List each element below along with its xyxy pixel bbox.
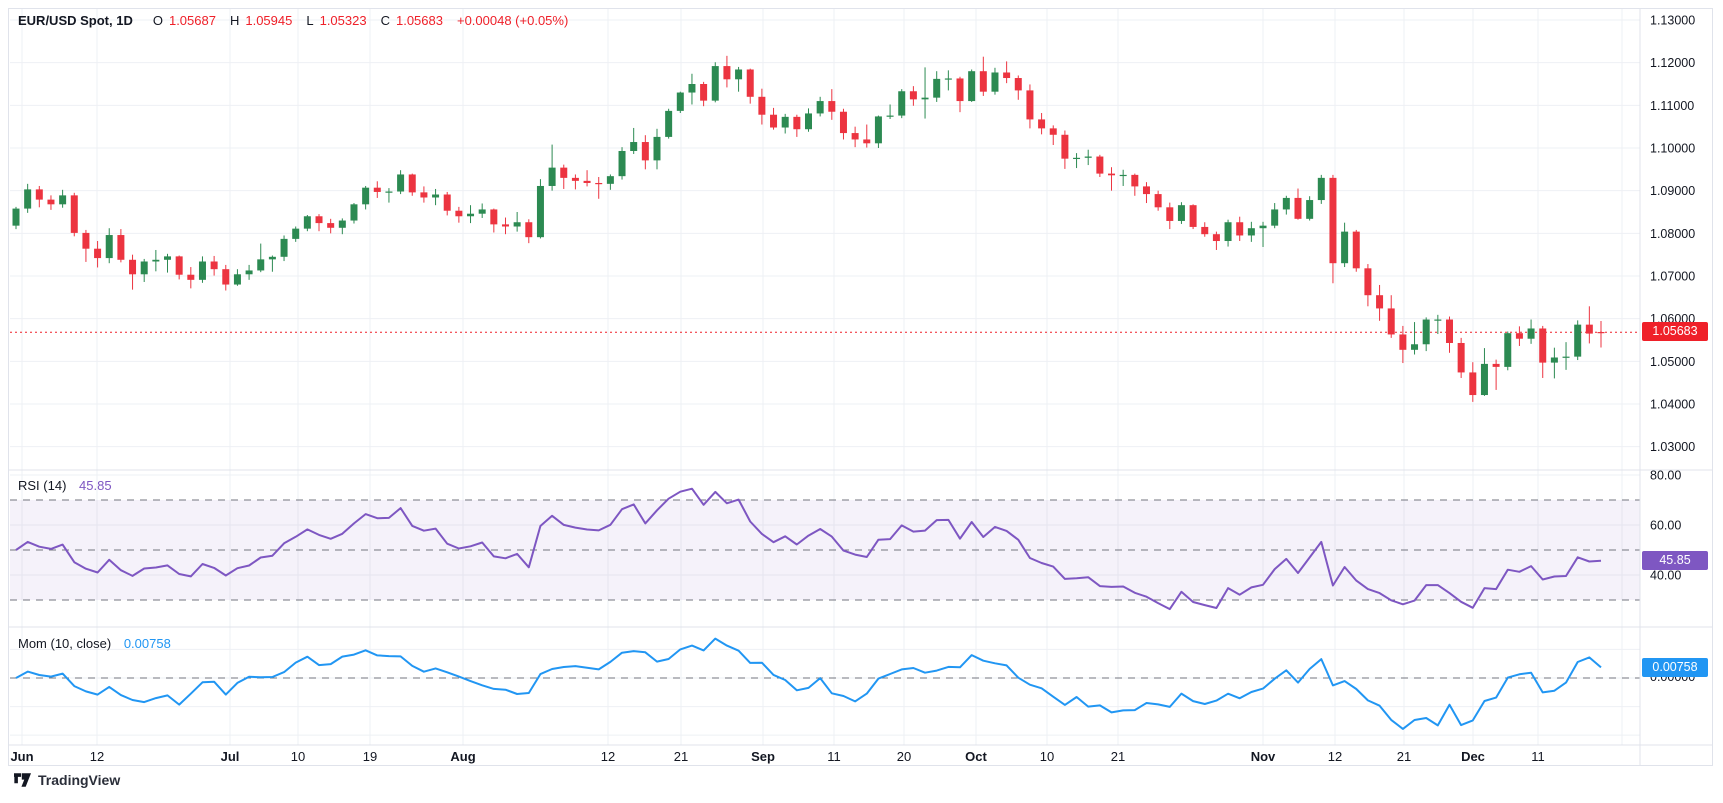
svg-text:20: 20 xyxy=(897,749,911,764)
svg-text:12: 12 xyxy=(601,749,615,764)
close-value: 1.05683 xyxy=(395,13,443,28)
svg-text:1.05000: 1.05000 xyxy=(1650,355,1695,369)
svg-text:1.04000: 1.04000 xyxy=(1650,398,1695,412)
svg-text:1.12000: 1.12000 xyxy=(1650,56,1695,70)
attribution-brand-text[interactable]: TradingView xyxy=(38,772,121,788)
svg-text:1.08000: 1.08000 xyxy=(1650,227,1695,241)
svg-text:Dec: Dec xyxy=(1461,749,1485,764)
rsi-pane-title: RSI (14) 45.85 xyxy=(18,478,112,493)
svg-text:1.11000: 1.11000 xyxy=(1650,99,1694,113)
svg-text:11: 11 xyxy=(827,749,841,764)
svg-text:10: 10 xyxy=(291,749,305,764)
low-value: 1.05323 xyxy=(319,13,367,28)
svg-text:Oct: Oct xyxy=(965,749,987,764)
change-value: +0.00048 (+0.05%) xyxy=(456,13,569,28)
svg-text:10: 10 xyxy=(1040,749,1054,764)
mom-value-badge: 0.00758 xyxy=(1642,658,1708,677)
svg-text:Nov: Nov xyxy=(1251,749,1276,764)
open-label: O xyxy=(152,13,163,28)
svg-text:19: 19 xyxy=(363,749,377,764)
svg-text:1.03000: 1.03000 xyxy=(1650,440,1695,454)
svg-text:11: 11 xyxy=(1531,749,1545,764)
mom-title-label: Mom (10, close) xyxy=(18,636,112,651)
rsi-title-label: RSI (14) xyxy=(18,478,67,493)
chart-card xyxy=(8,8,1713,766)
attribution-bar: TradingView xyxy=(14,772,120,788)
open-value: 1.05687 xyxy=(168,13,216,28)
rsi-current-value: 45.85 xyxy=(79,478,112,493)
rsi-value-badge: 45.85 xyxy=(1642,551,1708,570)
svg-text:1.09000: 1.09000 xyxy=(1650,184,1695,198)
svg-text:Jun: Jun xyxy=(10,749,33,764)
svg-text:80.00: 80.00 xyxy=(1650,469,1681,483)
symbol-title: EUR/USD Spot, 1D xyxy=(18,13,133,28)
close-label: C xyxy=(380,13,390,28)
svg-text:21: 21 xyxy=(674,749,688,764)
svg-text:1.10000: 1.10000 xyxy=(1650,142,1695,156)
mom-pane-title: Mom (10, close) 0.00758 xyxy=(18,636,171,651)
svg-text:Sep: Sep xyxy=(751,749,775,764)
low-label: L xyxy=(306,13,314,28)
high-value: 1.05945 xyxy=(245,13,293,28)
svg-text:60.00: 60.00 xyxy=(1650,519,1681,533)
svg-text:Aug: Aug xyxy=(450,749,475,764)
svg-text:1.13000: 1.13000 xyxy=(1650,14,1695,28)
high-label: H xyxy=(229,13,240,28)
svg-text:12: 12 xyxy=(90,749,104,764)
svg-text:21: 21 xyxy=(1397,749,1411,764)
tradingview-logo-icon xyxy=(14,773,31,787)
svg-text:12: 12 xyxy=(1328,749,1342,764)
svg-text:21: 21 xyxy=(1111,749,1125,764)
svg-text:40.00: 40.00 xyxy=(1650,569,1681,583)
svg-text:1.07000: 1.07000 xyxy=(1650,270,1695,284)
svg-text:Jul: Jul xyxy=(221,749,240,764)
chart-legend: EUR/USD Spot, 1D O 1.05687 H 1.05945 L 1.05… xyxy=(18,13,568,28)
last-price-badge: 1.05683 xyxy=(1642,322,1708,341)
mom-current-value: 0.00758 xyxy=(123,636,171,651)
